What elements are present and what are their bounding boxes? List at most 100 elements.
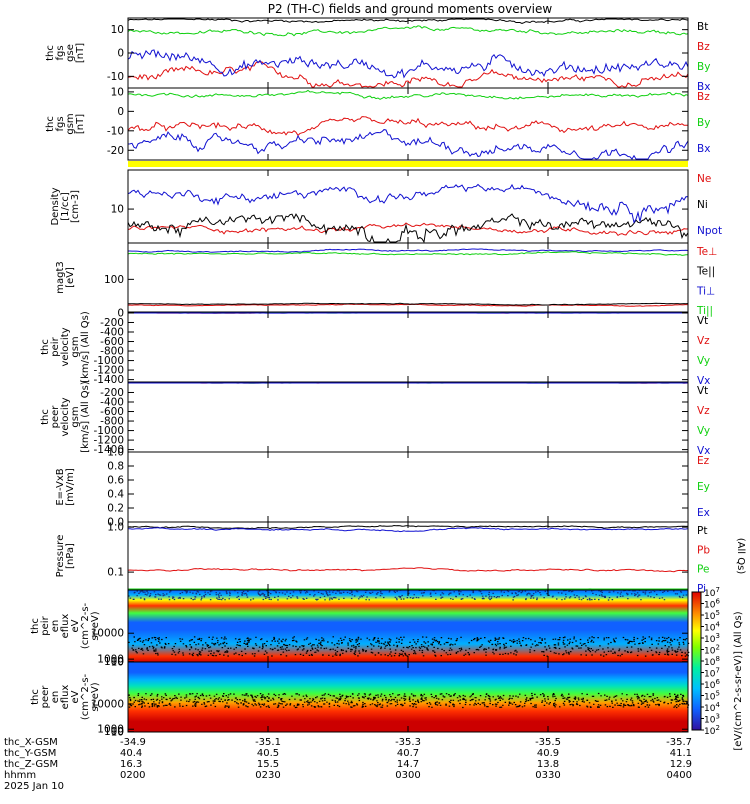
y-tick-label: 10 [111, 86, 124, 98]
legend-entry: Npot [697, 225, 722, 237]
x-axis-row-label: thc_Z-GSM [4, 759, 58, 770]
x-tick-label: 0400 [667, 770, 692, 781]
legend-entry: Ez [697, 455, 710, 467]
y-tick-label: 1.0 [107, 522, 124, 534]
y-axis-label: [km/s] (All Qs) [80, 311, 91, 383]
page-title: P2 (TH-C) fields and ground moments over… [268, 2, 553, 16]
y-axis-label: [km/s] (All Qs) [80, 381, 91, 453]
panel-pressure [128, 522, 688, 590]
legend-entry: Ti⊥ [696, 285, 715, 297]
legend-entry: Ni [697, 199, 708, 211]
legend-entry: Ex [697, 507, 710, 519]
series-line-By [128, 26, 688, 36]
y-tick-label: 10 [111, 204, 124, 216]
x-tick-label: 12.9 [670, 759, 692, 770]
panel-frame [128, 382, 688, 452]
y-axis-label: sr-eV) [90, 682, 101, 711]
colorbar-label: 102 [704, 724, 720, 737]
y-tick-label: 10 [111, 24, 124, 36]
colorbar-unit-label: [eV/(cm^2-s-sr-eV)] (All Qs) [733, 611, 744, 750]
spectrogram-heatmap [128, 662, 688, 732]
y-tick-label: 100 [104, 274, 124, 286]
x-tick-label: 14.7 [397, 759, 419, 770]
y-axis-label: sr-eV) [90, 611, 101, 640]
legend-entry: Vt [697, 385, 708, 397]
series-line-Ti⊥ [128, 249, 688, 252]
series-line-Npot [128, 185, 688, 223]
series-line-Bz [128, 117, 688, 136]
y-tick-label: 0 [117, 48, 124, 60]
x-tick-label: -34.9 [120, 737, 146, 748]
legend-entry: Vz [697, 335, 710, 347]
y-axis-label: [eV] [65, 267, 76, 288]
y-tick-label: 0.8 [107, 461, 124, 473]
x-tick-label: 0200 [120, 770, 145, 781]
y-axis-label: [nT] [75, 114, 86, 134]
x-axis-row-label: thc_Y-GSM [4, 748, 56, 759]
y-axis-label: [cm-3] [70, 190, 81, 223]
panel-frame [128, 312, 688, 382]
y-tick-label: 0.4 [107, 489, 124, 501]
x-tick-label: 41.1 [670, 748, 692, 759]
legend-entry: Vt [697, 315, 708, 327]
x-tick-label: 0230 [255, 770, 280, 781]
legend-entry: Vy [697, 425, 710, 437]
y-axis-label: (All Qs) [735, 538, 746, 575]
y-tick-label: 0 [117, 106, 124, 118]
panel-frame [128, 452, 688, 522]
y-tick-label: 1.0 [107, 447, 124, 459]
legend-entry: Te|| [696, 266, 715, 278]
x-tick-label: 40.9 [537, 748, 559, 759]
x-tick-label: 15.5 [257, 759, 279, 770]
legend-entry: Bz [697, 41, 710, 53]
colorbar [692, 592, 701, 730]
legend-entry: Bx [697, 143, 710, 155]
y-tick-label: -10 [107, 125, 124, 137]
series-line-Pb [128, 568, 688, 572]
y-axis-label: [nT] [75, 43, 86, 63]
panel-fgs-gsm [128, 88, 688, 160]
legend-entry: Te⊥ [696, 246, 717, 258]
x-tick-label: 40.7 [397, 748, 419, 759]
y-tick-label: -1400 [93, 374, 124, 386]
x-tick-label: 0330 [535, 770, 560, 781]
legend-entry: Ey [697, 481, 710, 493]
y-tick-label: -20 [107, 145, 124, 157]
legend-entry: Vy [697, 355, 710, 367]
x-tick-label: 40.5 [257, 748, 279, 759]
panel-peer-velocity [128, 382, 688, 452]
panel-peer-spectrogram [128, 662, 689, 732]
panel-peir-velocity [128, 312, 688, 382]
panel-peir-spectrogram [128, 590, 689, 662]
panel-efield [128, 452, 688, 522]
legend-entry: By [697, 61, 710, 73]
y-tick-label: 10 [111, 656, 124, 668]
legend-entry: Bt [697, 21, 708, 33]
y-axis-label: [mV/m] [65, 468, 76, 506]
x-tick-label: -35.1 [255, 737, 281, 748]
x-axis-row-label: 2025 Jan 10 [4, 781, 64, 792]
y-tick-label: 0.2 [107, 503, 124, 515]
x-tick-label: 40.4 [120, 748, 142, 759]
legend-entry: Bz [697, 91, 710, 103]
legend-entry: Pe [697, 564, 709, 576]
y-axis-label: [nPa] [65, 543, 76, 569]
panel-frame [128, 522, 688, 590]
quality-flag-bar [128, 161, 688, 167]
x-tick-label: 13.8 [537, 759, 559, 770]
x-tick-label: 0300 [395, 770, 420, 781]
legend-entry: Vz [697, 405, 710, 417]
x-axis-row-label: thc_X-GSM [4, 737, 58, 748]
legend-entry: Ne [697, 173, 711, 185]
y-tick-label: 0.6 [107, 475, 124, 487]
legend-entry: Pb [697, 544, 710, 556]
legend-entry: By [697, 117, 710, 129]
panel-temperature [128, 243, 688, 312]
legend-entry: Pt [697, 525, 707, 537]
x-tick-label: -35.3 [395, 737, 421, 748]
x-axis-row-label: hhmm [4, 770, 36, 781]
x-tick-label: 16.3 [120, 759, 142, 770]
y-tick-label: 0.1 [107, 567, 124, 579]
